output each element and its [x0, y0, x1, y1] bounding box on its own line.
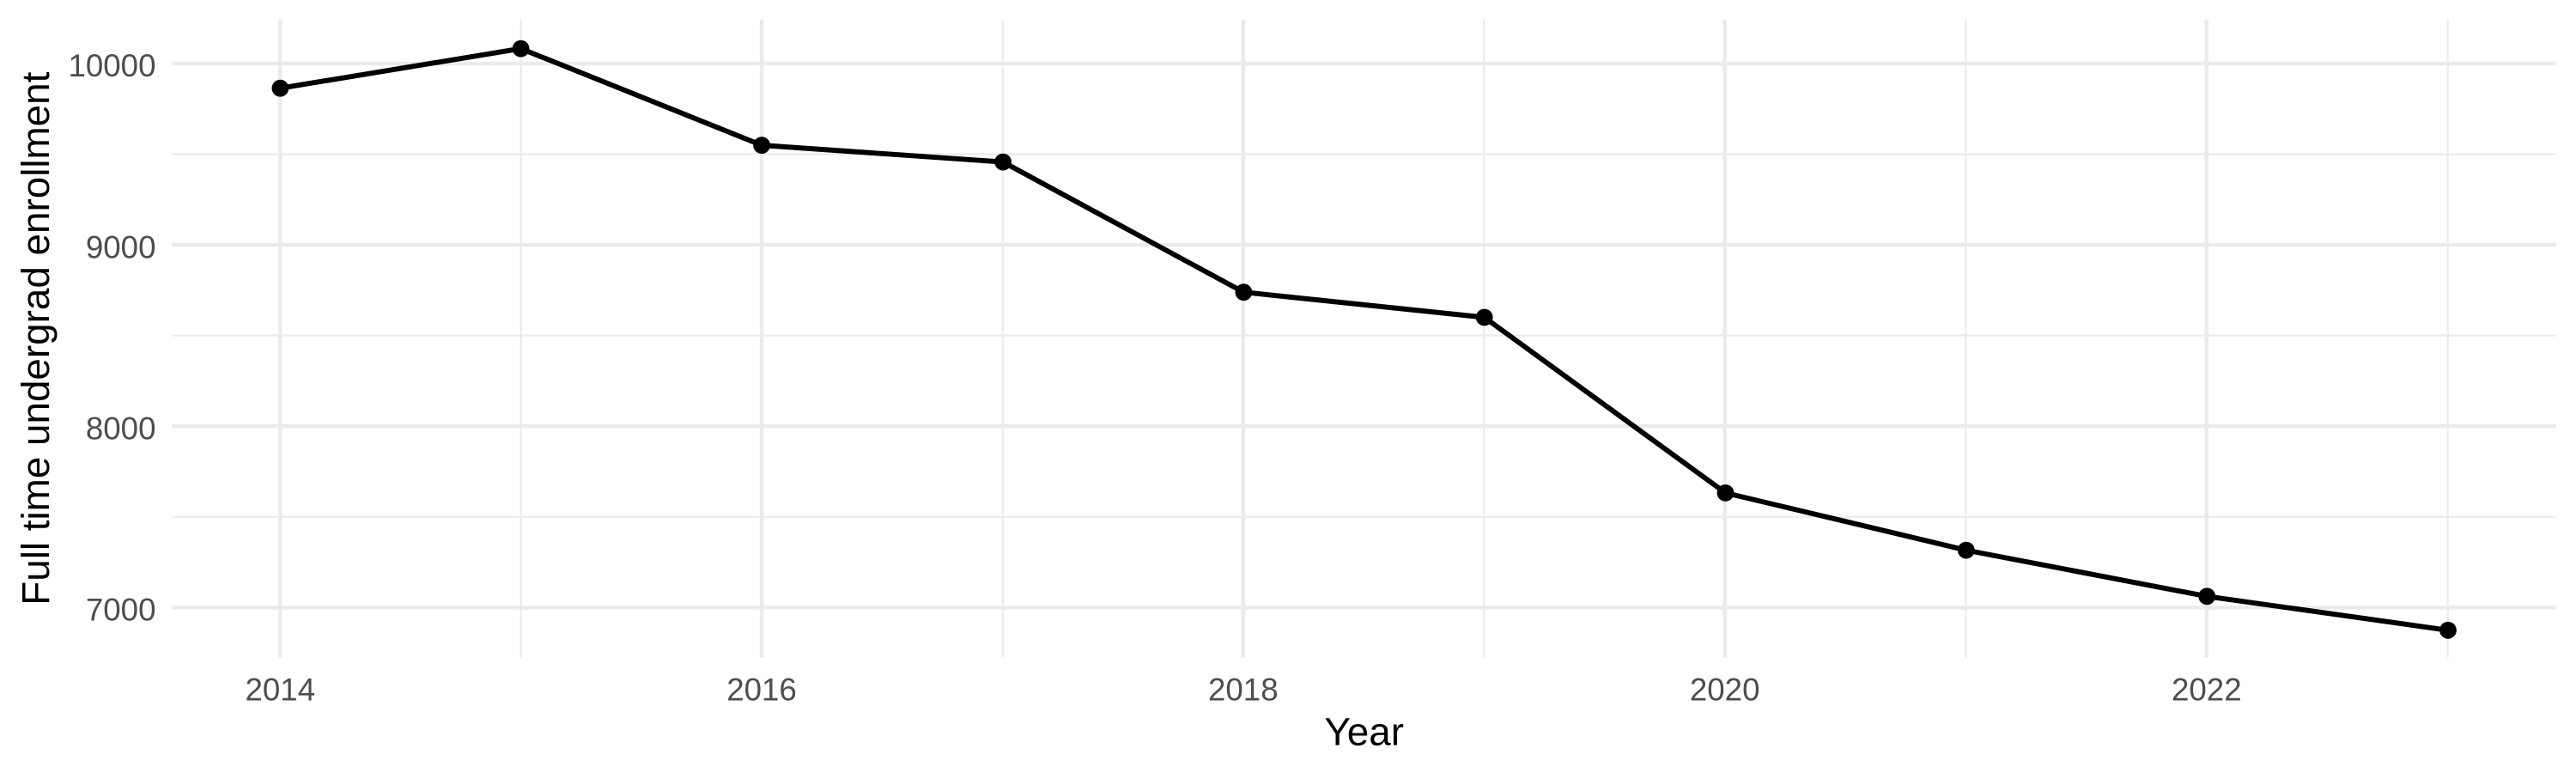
svg-text:2016: 2016 — [726, 672, 797, 707]
svg-text:2014: 2014 — [245, 672, 315, 707]
svg-text:9000: 9000 — [86, 229, 156, 265]
svg-text:2018: 2018 — [1208, 672, 1279, 707]
svg-text:10000: 10000 — [68, 48, 155, 83]
svg-text:2022: 2022 — [2172, 672, 2242, 707]
svg-text:Full time undergrad enrollment: Full time undergrad enrollment — [14, 71, 58, 605]
svg-text:2020: 2020 — [1690, 672, 1760, 707]
svg-text:8000: 8000 — [86, 411, 156, 446]
svg-text:7000: 7000 — [86, 593, 156, 628]
svg-text:Year: Year — [1324, 710, 1404, 754]
